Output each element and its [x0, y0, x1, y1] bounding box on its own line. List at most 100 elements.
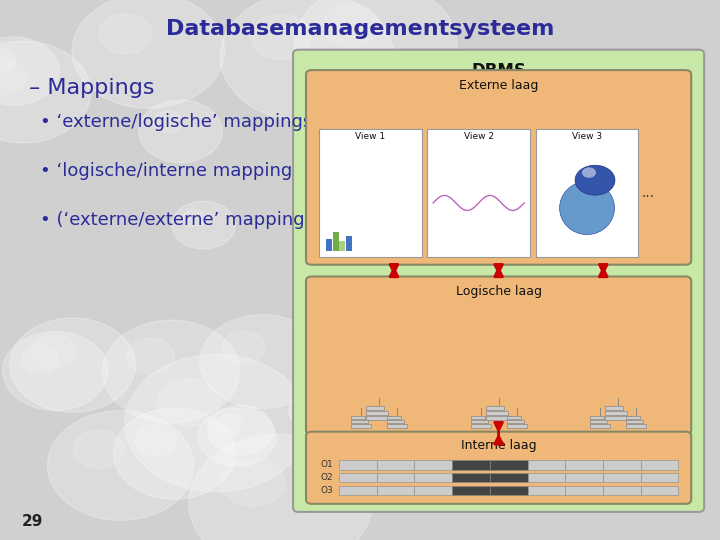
Bar [471, 420, 487, 423]
Circle shape [289, 380, 370, 440]
Circle shape [114, 408, 235, 500]
Bar [603, 460, 641, 470]
Circle shape [198, 408, 276, 467]
Text: O1: O1 [320, 460, 333, 469]
Bar [415, 473, 452, 482]
Bar [415, 460, 452, 470]
Circle shape [0, 37, 59, 105]
Bar [485, 406, 504, 410]
Bar [339, 485, 377, 495]
Bar [326, 239, 332, 251]
Circle shape [221, 458, 285, 507]
Bar [485, 411, 508, 415]
Bar [606, 406, 624, 410]
Circle shape [200, 315, 325, 408]
Bar [528, 485, 565, 495]
FancyBboxPatch shape [306, 431, 691, 504]
Bar [452, 473, 490, 482]
Bar [351, 424, 371, 428]
Text: O2: O2 [320, 473, 333, 482]
Bar [351, 416, 365, 419]
Circle shape [172, 201, 235, 249]
Bar [606, 416, 631, 420]
Circle shape [189, 434, 372, 540]
Circle shape [99, 14, 152, 54]
Circle shape [73, 430, 125, 468]
Circle shape [303, 390, 332, 411]
FancyBboxPatch shape [319, 129, 422, 257]
Circle shape [582, 167, 596, 178]
Bar [366, 406, 384, 410]
Bar [641, 460, 678, 470]
Circle shape [135, 424, 177, 456]
Circle shape [575, 165, 615, 195]
FancyArrowPatch shape [599, 265, 607, 276]
FancyBboxPatch shape [428, 129, 530, 257]
Bar [471, 416, 485, 419]
Ellipse shape [559, 181, 614, 234]
Text: Interne laag: Interne laag [461, 439, 536, 452]
Circle shape [222, 331, 266, 364]
Circle shape [212, 418, 239, 438]
Circle shape [220, 0, 394, 122]
Bar [387, 420, 404, 423]
Bar [603, 485, 641, 495]
Text: • (‘externe/externe’ mappings): • (‘externe/externe’ mappings) [40, 211, 320, 228]
Bar [387, 416, 401, 419]
Bar [351, 420, 368, 423]
Bar [507, 420, 523, 423]
Bar [606, 411, 627, 415]
Bar [565, 460, 603, 470]
Bar [339, 473, 377, 482]
Text: Logische laag: Logische laag [456, 285, 541, 298]
Circle shape [0, 49, 16, 73]
Bar [485, 416, 511, 420]
Text: • ‘externe/logische’ mappings: • ‘externe/logische’ mappings [40, 113, 312, 131]
Bar [490, 485, 528, 495]
Bar [507, 424, 526, 428]
FancyBboxPatch shape [306, 70, 691, 265]
Bar [366, 411, 388, 415]
Circle shape [32, 334, 76, 368]
Bar [490, 473, 528, 482]
Bar [590, 424, 611, 428]
Bar [590, 416, 604, 419]
Bar [377, 460, 415, 470]
Bar [415, 485, 452, 495]
Bar [366, 416, 392, 420]
Circle shape [3, 332, 108, 410]
Circle shape [294, 0, 457, 105]
Bar [641, 485, 678, 495]
Circle shape [103, 320, 240, 423]
Bar [565, 485, 603, 495]
Circle shape [0, 41, 91, 143]
Circle shape [127, 338, 174, 374]
Bar [603, 473, 641, 482]
Circle shape [251, 14, 311, 59]
Circle shape [48, 411, 194, 521]
Text: Externe laag: Externe laag [459, 79, 539, 92]
Bar [377, 485, 415, 495]
Circle shape [125, 354, 308, 492]
Bar [377, 473, 415, 482]
Text: DBMS: DBMS [471, 62, 526, 80]
FancyArrowPatch shape [390, 265, 398, 276]
Circle shape [21, 346, 58, 373]
Bar [339, 460, 377, 470]
FancyArrowPatch shape [495, 422, 503, 444]
Text: – Mappings: – Mappings [29, 78, 154, 98]
Circle shape [183, 210, 205, 226]
Bar [452, 485, 490, 495]
Text: O3: O3 [320, 485, 333, 495]
Bar [528, 473, 565, 482]
FancyBboxPatch shape [536, 129, 639, 257]
Bar [387, 424, 407, 428]
Bar [590, 420, 607, 423]
Text: Databasemanagementsysteem: Databasemanagementsysteem [166, 19, 554, 39]
Text: View 3: View 3 [572, 132, 602, 141]
Circle shape [153, 111, 183, 133]
Text: View 1: View 1 [355, 132, 385, 141]
Bar [333, 232, 338, 251]
Text: View 2: View 2 [464, 132, 494, 141]
Bar [452, 460, 490, 470]
